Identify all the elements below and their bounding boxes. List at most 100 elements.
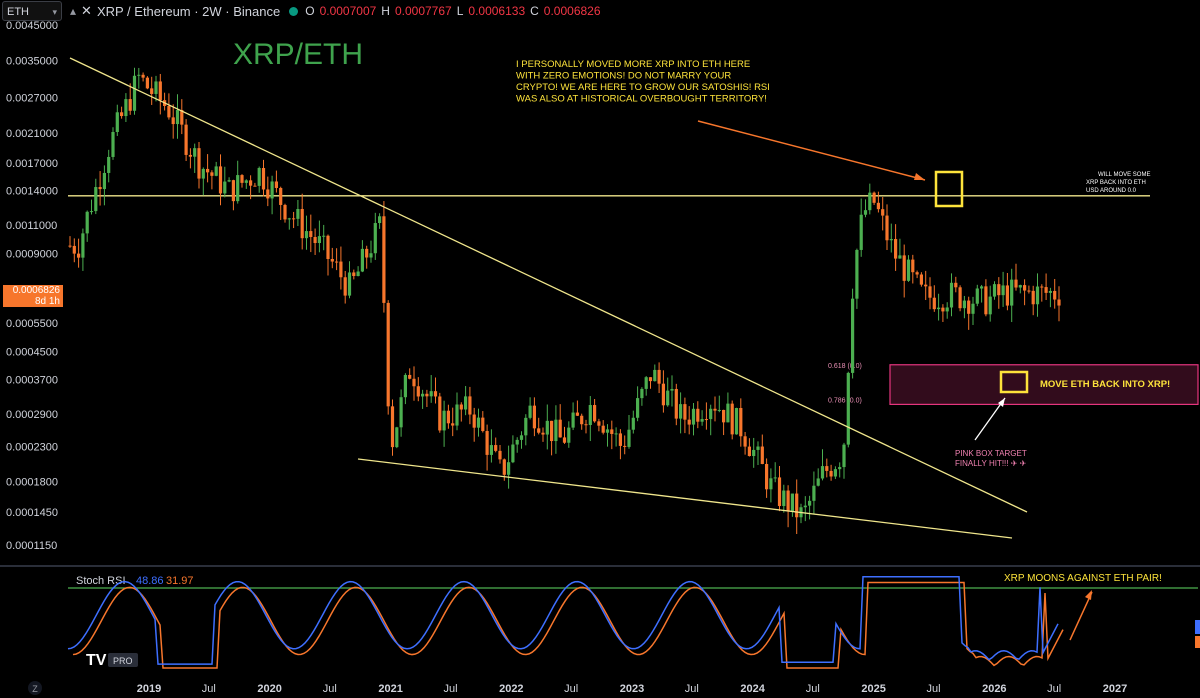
symbol-search-box[interactable]: ETH ▾ — [2, 1, 62, 21]
candle-body — [532, 405, 536, 429]
candle-body — [782, 490, 786, 507]
y-tick-label: 0.0045000 — [6, 20, 58, 32]
candle-body — [829, 470, 833, 477]
sell-marker-box — [934, 170, 964, 208]
candle-body — [206, 168, 210, 173]
price-axis[interactable]: 0.0045000 0.0035000 0.0027000 0.0021000 0.00… — [6, 20, 58, 552]
candle-body — [709, 408, 713, 420]
market-status-icon — [289, 6, 299, 16]
candle-body — [958, 287, 962, 309]
candle-body — [352, 272, 356, 277]
candle-body — [777, 477, 782, 507]
candle-body — [1027, 290, 1031, 292]
candle-body — [145, 77, 149, 89]
candle-body — [132, 75, 137, 111]
candle-body — [584, 424, 588, 426]
candle-body — [937, 307, 941, 310]
candle-body — [433, 391, 438, 397]
candle-body — [124, 99, 128, 117]
candle-body — [928, 286, 932, 298]
candle-body — [967, 300, 971, 314]
x-tick-label: Jul — [443, 683, 457, 695]
y-tick-label: 0.0011000 — [6, 220, 57, 232]
x-tick-label: 2024 — [740, 683, 765, 695]
candle-body — [188, 154, 192, 157]
y-tick-label: 0.0035000 — [6, 56, 58, 68]
candle-body — [408, 374, 412, 379]
open-value: 0.0007007 — [319, 4, 377, 18]
candle-body — [846, 372, 850, 445]
candle-body — [197, 148, 201, 179]
moon-arrow-head — [1085, 590, 1092, 600]
candle-body — [752, 449, 756, 457]
x-tick-label: Jul — [1047, 683, 1061, 695]
close-label: C — [530, 4, 539, 18]
stoch-rsi-pane: Stoch RSI 48.86 31.97 XRP MOONS AGAINST ETH… — [28, 573, 1200, 695]
x-tick-label: 2023 — [620, 683, 644, 695]
candle-body — [464, 396, 468, 410]
candle-body — [218, 166, 223, 194]
x-tick-label: 2027 — [1103, 683, 1127, 695]
candle-body — [954, 282, 958, 288]
y-tick-label: 0.0002300 — [6, 442, 58, 454]
candle-body — [107, 156, 111, 173]
buy-annotation: MOVE ETH BACK INTO XRP! — [1040, 379, 1170, 390]
candle-body — [816, 478, 820, 486]
candle-body — [89, 211, 94, 213]
candle-body — [627, 429, 631, 447]
candle-body — [601, 425, 605, 433]
xrp-logo-icon: ✕ — [81, 3, 92, 18]
last-price-value: 0.0006826 — [12, 285, 60, 296]
candle-body — [128, 99, 132, 111]
chevron-up-icon[interactable]: ▴ — [70, 4, 77, 18]
candle-body — [416, 386, 420, 397]
candle-body — [808, 500, 812, 506]
candlestick-series — [68, 67, 1061, 535]
stoch-d-line — [72, 581, 1064, 669]
candle-body — [72, 245, 76, 254]
candle-body — [326, 235, 330, 260]
low-label: L — [456, 4, 464, 18]
candle-body — [279, 187, 283, 205]
x-tick-label: 2020 — [257, 683, 281, 695]
time-axis[interactable]: 2019 Jul 2020 Jul 2021 Jul 2022 Jul 2023 Jul 2024 J… — [0, 565, 1200, 695]
candle-body — [820, 466, 825, 479]
candle-body — [210, 172, 214, 176]
candle-body — [980, 286, 984, 289]
candle-body — [468, 396, 472, 415]
candle-body — [644, 377, 648, 389]
last-price-tag: 0.0006826 8d 1h — [3, 285, 63, 307]
stoch-k-value: 48.86 — [136, 575, 164, 587]
candle-body — [193, 148, 197, 157]
candle-body — [932, 297, 936, 310]
note-line: XRP BACK INTO ETH — [1086, 180, 1146, 186]
candle-body — [593, 405, 597, 422]
k-axis-marker — [1195, 620, 1200, 634]
pair-title: XRP / Ethereum · 2W · Binance — [96, 3, 281, 19]
x-tick-label: Jul — [685, 683, 699, 695]
candle-body — [266, 189, 270, 199]
candle-body — [511, 444, 515, 463]
candle-body — [730, 403, 734, 435]
candle-body — [150, 88, 154, 94]
candle-body — [77, 253, 81, 258]
candle-body — [98, 187, 102, 190]
x-tick-label: 2022 — [499, 683, 523, 695]
stoch-k-line — [67, 576, 1059, 665]
price-levels: 0.618 (0.0) 0.786 (0.0) — [68, 195, 1199, 406]
candle-body — [863, 210, 868, 215]
candle-body — [674, 388, 678, 419]
candle-body — [1048, 290, 1052, 293]
candle-body — [743, 436, 747, 447]
y-tick-label: 0.0001450 — [6, 507, 58, 519]
candle-body — [945, 307, 949, 312]
candle-body — [734, 407, 739, 435]
candle-body — [773, 477, 777, 479]
x-tick-label: 2019 — [137, 683, 161, 695]
candle-body — [859, 214, 863, 250]
candle-body — [885, 215, 889, 241]
candle-body — [876, 202, 880, 210]
scale-button-label: Z — [32, 684, 38, 694]
candle-body — [438, 396, 442, 431]
